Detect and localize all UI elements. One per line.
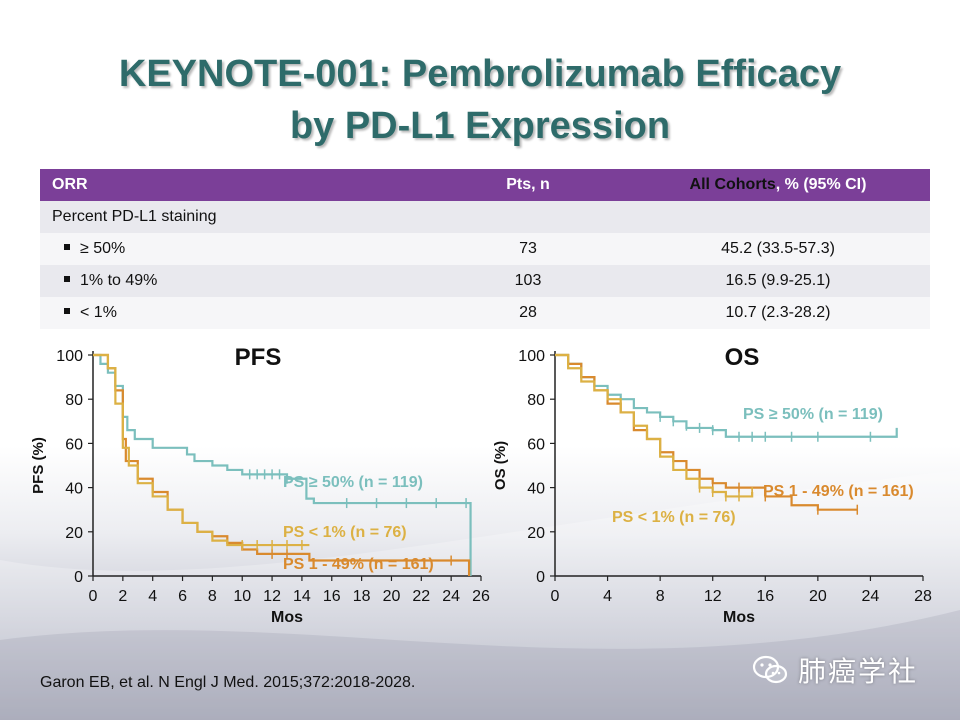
x-tick-label: 0 — [89, 588, 98, 605]
x-tick-label: 2 — [118, 588, 127, 605]
y-tick-label: 80 — [527, 392, 545, 409]
bullet-icon — [64, 243, 70, 250]
km-curve-series-2 — [555, 353, 754, 498]
y-axis-label: OS (%) — [492, 441, 509, 490]
y-tick-label: 100 — [56, 348, 83, 365]
title-line-1: KEYNOTE-001: Pembrolizumab Efficacy — [118, 53, 842, 95]
y-tick-label: 40 — [65, 481, 83, 498]
km-curve-series-0 — [93, 353, 472, 576]
bullet-icon — [64, 307, 70, 314]
bullet-icon — [64, 275, 70, 282]
x-tick-label: 10 — [233, 588, 251, 605]
row-label-text: ≥ 50% — [80, 240, 126, 257]
watermark-text: 肺癌学社 — [798, 656, 919, 687]
wechat-icon — [752, 655, 788, 684]
row-result: 10.7 (2.3-28.2) — [626, 297, 930, 329]
title-line-2: by PD-L1 Expression — [289, 105, 671, 147]
table-row: 1% to 49% 103 16.5 (9.9-25.1) — [40, 265, 930, 297]
row-result: 16.5 (9.9-25.1) — [626, 265, 930, 297]
row-label: < 1% — [40, 297, 430, 329]
os-chart: 0 20 40 60 80 100 0 4 8 12 16 20 24 28 Mos OS (%) OS PS ≥… — [492, 344, 932, 626]
header-all-cohorts: All Cohorts, % (95% CI) — [626, 169, 930, 201]
x-tick-label: 20 — [383, 588, 401, 605]
citation: Garon EB, et al. N Engl J Med. 2015;372:… — [40, 674, 416, 691]
chart-title: PFS — [235, 344, 282, 371]
slide-title: KEYNOTE-001: Pembrolizumab Efficacy by P… — [0, 48, 960, 152]
x-tick-label: 4 — [603, 588, 612, 605]
x-tick-label: 18 — [353, 588, 371, 605]
x-tick-label: 16 — [323, 588, 341, 605]
table-header-row: ORR Pts, n All Cohorts, % (95% CI) — [40, 169, 930, 201]
x-tick-label: 28 — [914, 588, 932, 605]
y-tick-label: 40 — [527, 481, 545, 498]
table-row: ≥ 50% 73 45.2 (33.5-57.3) — [40, 233, 930, 265]
header-all-cohorts-highlight: All Cohorts — [689, 176, 776, 193]
row-label: 1% to 49% — [40, 265, 430, 297]
y-tick-label: 0 — [536, 569, 545, 586]
x-axis-label: Mos — [271, 609, 303, 626]
series-label: PS < 1% (n = 76) — [612, 509, 736, 526]
row-pts: 28 — [430, 297, 626, 329]
x-tick-label: 16 — [756, 588, 774, 605]
y-tick-label: 60 — [65, 436, 83, 453]
x-tick-label: 20 — [809, 588, 827, 605]
series-label: PS ≥ 50% (n = 119) — [283, 474, 423, 491]
row-label-text: < 1% — [80, 304, 117, 321]
y-axis-label: PFS (%) — [30, 437, 47, 494]
series-label: PS 1 - 49% (n = 161) — [763, 483, 914, 500]
y-tick-label: 20 — [65, 525, 83, 542]
x-tick-label: 12 — [263, 588, 281, 605]
chart-title: OS — [725, 344, 760, 371]
table-row: < 1% 28 10.7 (2.3-28.2) — [40, 297, 930, 329]
x-axis-label: Mos — [723, 609, 755, 626]
orr-table: ORR Pts, n All Cohorts, % (95% CI) Perce… — [40, 169, 930, 329]
y-tick-label: 20 — [527, 525, 545, 542]
row-label: ≥ 50% — [40, 233, 430, 265]
x-tick-label: 26 — [472, 588, 490, 605]
km-curve-series-1 — [93, 353, 471, 576]
row-label-text: 1% to 49% — [80, 272, 158, 289]
x-tick-label: 12 — [704, 588, 722, 605]
row-pts: 103 — [430, 265, 626, 297]
x-tick-label: 0 — [551, 588, 560, 605]
x-tick-label: 14 — [293, 588, 311, 605]
x-tick-label: 24 — [442, 588, 460, 605]
header-all-cohorts-rest: , % (95% CI) — [775, 176, 867, 193]
header-orr: ORR — [40, 169, 430, 201]
km-curve-series-2 — [93, 353, 310, 547]
x-tick-label: 6 — [178, 588, 187, 605]
row-result: 45.2 (33.5-57.3) — [626, 233, 930, 265]
x-tick-label: 8 — [208, 588, 217, 605]
series-label: PS 1 - 49% (n = 161) — [283, 556, 434, 573]
watermark: 肺癌学社 — [752, 650, 918, 690]
y-tick-label: 0 — [74, 569, 83, 586]
x-tick-label: 8 — [656, 588, 665, 605]
series-label: PS ≥ 50% (n = 119) — [743, 406, 883, 423]
series-label: PS < 1% (n = 76) — [283, 524, 407, 541]
section-label: Percent PD-L1 staining — [40, 201, 930, 233]
y-tick-label: 60 — [527, 436, 545, 453]
x-tick-label: 22 — [412, 588, 430, 605]
header-pts: Pts, n — [430, 169, 626, 201]
x-tick-label: 4 — [148, 588, 157, 605]
row-pts: 73 — [430, 233, 626, 265]
table-section-row: Percent PD-L1 staining — [40, 201, 930, 233]
x-tick-label: 24 — [862, 588, 880, 605]
y-tick-label: 100 — [518, 348, 545, 365]
y-tick-label: 80 — [65, 392, 83, 409]
